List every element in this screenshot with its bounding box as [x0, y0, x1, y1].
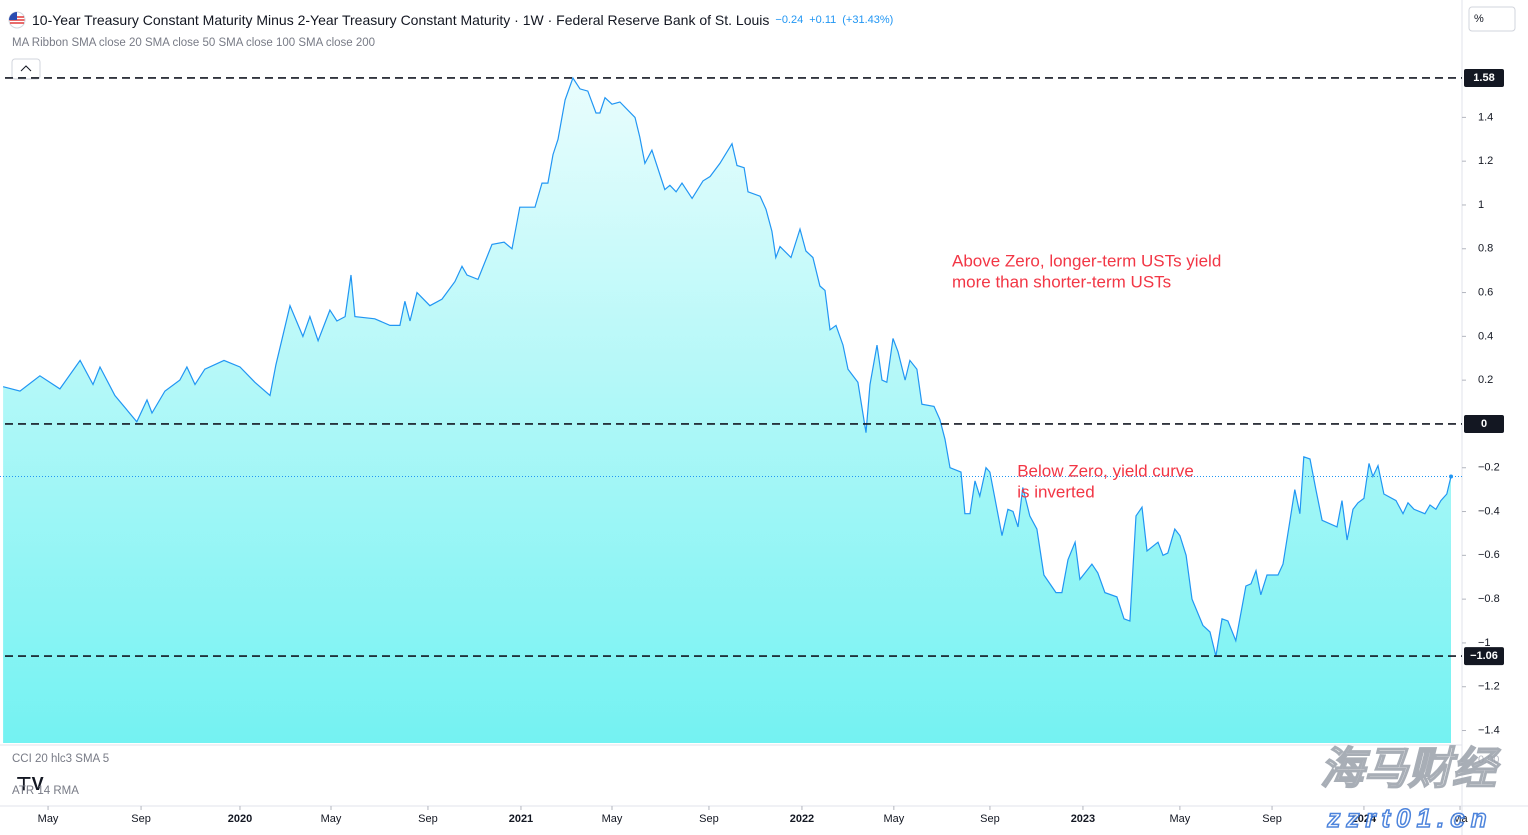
indicator-label[interactable]: ATR 14 RMA [12, 785, 79, 797]
x-tick-label: 2024 [1352, 813, 1377, 825]
x-tick-label: Sep [131, 813, 151, 825]
y-tick-label: 0.2 [1478, 374, 1493, 386]
x-tick-label: Sep [980, 813, 1000, 825]
indicator-label[interactable]: CCI 20 hlc3 SMA 5 [12, 753, 110, 765]
y-tick-label: −1.4 [1478, 724, 1500, 736]
flag-icon [8, 11, 26, 29]
indicator-axis-label: 0.00 [1478, 754, 1499, 766]
x-tick-label: May [38, 813, 59, 825]
y-tick-label: −0.4 [1478, 505, 1500, 517]
change: +0.11 [809, 14, 837, 26]
y-tick-label: 1 [1478, 199, 1484, 211]
line [2, 76, 1452, 657]
unit-label: % [1474, 13, 1484, 25]
annotation: is inverted [1017, 483, 1094, 502]
y-tick-label: −0.8 [1478, 593, 1500, 605]
x-tick-label: May [883, 813, 904, 825]
y-tick-label: 1.2 [1478, 155, 1493, 167]
annotation: Above Zero, longer-term USTs yield [952, 251, 1221, 270]
x-tick-label: 2021 [509, 813, 533, 825]
collapse-icon [20, 65, 32, 72]
y-tick-label: −1.2 [1478, 681, 1500, 693]
x-tick-label: Sep [1262, 813, 1282, 825]
tv-logo: ⊤V [16, 774, 44, 794]
y-tick-label: 0.6 [1478, 286, 1493, 298]
y-tick-label: −0.2 [1478, 462, 1500, 474]
y-tick-label: −0.6 [1478, 549, 1500, 561]
x-tick-label: Sep [418, 813, 438, 825]
x-tick-label: 2022 [790, 813, 814, 825]
watermark-site: zzrt01.cn [1326, 803, 1492, 833]
price-label-box [1464, 414, 1504, 433]
x-tick-label: Sep [699, 813, 719, 825]
chart-title: 10-Year Treasury Constant Maturity Minus… [32, 12, 770, 28]
price-label: 0 [1481, 418, 1487, 430]
watermark-logo: 海马财经 [1320, 745, 1501, 794]
annotation: more than shorter-term USTs [952, 272, 1171, 291]
area-fill [3, 78, 1452, 743]
x-tick-label: Ma [1452, 813, 1468, 825]
annotation: Below Zero, yield curve [1017, 462, 1194, 481]
y-tick-label: 0.4 [1478, 330, 1493, 342]
last-point [1449, 474, 1454, 479]
collapse-button[interactable] [11, 58, 41, 80]
indicator-label[interactable]: MA Ribbon SMA close 20 SMA close 50 SMA … [12, 37, 376, 49]
unit-box[interactable] [1468, 6, 1516, 32]
price-label: −1.06 [1470, 650, 1498, 662]
x-tick-label: 2023 [1071, 813, 1095, 825]
y-tick-label: −1 [1478, 637, 1491, 649]
x-tick-label: May [321, 813, 342, 825]
x-tick-label: May [602, 813, 623, 825]
price-label-box [1464, 647, 1504, 666]
last-value: −0.24 [775, 14, 804, 26]
x-tick-label: 2020 [228, 813, 252, 825]
price-label: 1.58 [1473, 72, 1494, 84]
change-percent: (+31.43%) [842, 14, 894, 26]
y-tick-label: 1.4 [1478, 111, 1493, 123]
y-tick-label: 0.8 [1478, 243, 1493, 255]
price-label-box [1464, 68, 1504, 87]
header: 10-Year Treasury Constant Maturity Minus… [8, 11, 893, 29]
x-tick-label: May [1169, 813, 1190, 825]
